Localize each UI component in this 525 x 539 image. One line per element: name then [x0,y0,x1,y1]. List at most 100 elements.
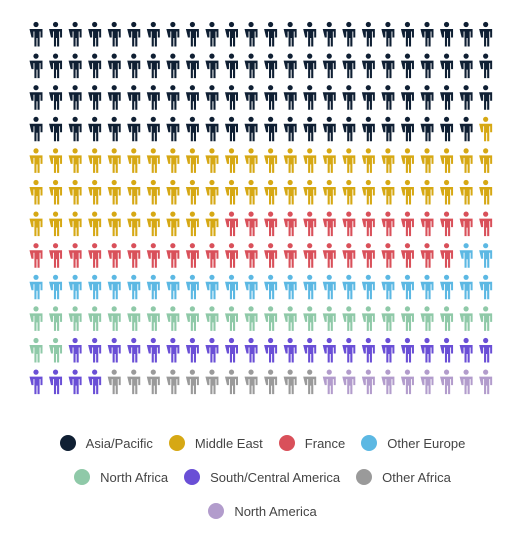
person-icon-south-central-america [166,337,180,363]
person-icon-middle-east [303,148,317,173]
person-icon-middle-east [107,179,121,205]
legend-label: North Africa [100,469,169,485]
person-icon-north-africa [244,306,258,331]
person-icon-france [322,243,336,268]
person-icon-other-europe [440,274,454,300]
person-icon-asia-pacific [459,53,473,79]
person-icon-middle-east [322,179,336,205]
person-icon-other-africa [283,369,297,395]
person-icon-north-america [400,369,414,395]
person-icon-other-europe [127,274,141,300]
person-icon-asia-pacific [146,21,160,47]
person-icon-south-central-america [459,337,473,363]
person-icon-asia-pacific [381,53,395,79]
person-icon-south-central-america [420,337,434,363]
person-icon-asia-pacific [342,85,356,110]
person-icon-middle-east [225,148,238,173]
legend-swatch [59,435,76,451]
person-icon-middle-east [225,179,238,205]
person-icon-asia-pacific [29,53,43,79]
person-icon-france [127,243,141,268]
person-icon-france [244,211,258,237]
person-icon-south-central-america [361,337,375,363]
person-icon-asia-pacific [107,21,121,47]
person-icon-france [166,243,180,268]
person-icon-middle-east [68,148,82,173]
person-icon-asia-pacific [322,116,336,142]
person-icon-asia-pacific [107,85,121,110]
person-icon-middle-east [322,148,336,173]
person-icon-north-africa [107,306,121,331]
person-icon-asia-pacific [381,85,395,110]
legend: Asia/Pacific Middle East France Other Eu… [0,426,525,528]
person-icon-asia-pacific [283,85,297,110]
person-icon-other-africa [303,369,317,395]
person-icon-asia-pacific [361,21,375,47]
person-icon-asia-pacific [440,53,454,79]
person-icon-other-europe [479,243,493,268]
person-icon-north-africa [166,306,180,331]
person-icon-south-central-america [29,369,43,395]
person-icon-france [361,243,375,268]
person-icon-north-america [322,369,336,395]
legend-swatch [74,469,91,485]
person-icon-asia-pacific [420,53,434,79]
person-icon-other-europe [420,274,434,300]
person-icon-france [303,243,317,268]
person-icon-asia-pacific [283,116,297,142]
person-icon-asia-pacific [146,85,160,110]
person-icon-south-central-america [68,369,82,395]
legend-swatch [356,469,373,485]
person-icon-asia-pacific [166,21,180,47]
person-icon-middle-east [49,148,63,173]
person-icon-asia-pacific [342,21,356,47]
person-icon-middle-east [479,179,493,205]
legend-swatch [361,435,378,451]
person-icon-asia-pacific [342,116,356,142]
person-icon-middle-east [29,211,43,237]
legend-row-2: North Africa South/Central America Other… [0,460,525,494]
person-icon-france [303,211,317,237]
person-icon-asia-pacific [283,53,297,79]
person-icon-middle-east [459,179,473,205]
person-icon-asia-pacific [322,21,336,47]
person-icon-middle-east [400,148,414,173]
person-icon-asia-pacific [303,53,317,79]
person-icon-middle-east [88,211,102,237]
person-icon-asia-pacific [440,85,454,110]
person-icon-middle-east [459,148,473,173]
person-icon-north-africa [185,306,199,331]
person-icon-asia-pacific [361,85,375,110]
person-icon-north-africa [146,306,160,331]
person-icon-north-africa [400,306,414,331]
person-icon-north-africa [342,306,356,331]
person-icon-asia-pacific [303,116,317,142]
person-icon-asia-pacific [185,116,199,142]
person-icon-north-africa [127,306,141,331]
person-icon-north-africa [381,306,395,331]
person-icon-asia-pacific [303,21,317,47]
person-icon-france [400,211,414,237]
person-icon-asia-pacific [205,53,219,79]
person-icon-middle-east [146,148,160,173]
person-icon-middle-east [49,179,63,205]
person-icon-france [185,243,199,268]
person-icon-north-africa [68,306,82,331]
person-icon-asia-pacific [88,53,102,79]
person-icon-other-europe [185,274,199,300]
person-icon-middle-east [146,211,160,237]
person-icon-asia-pacific [185,53,199,79]
person-icon-north-africa [420,306,434,331]
person-icon-other-africa [264,369,278,395]
person-icon-middle-east [185,211,199,237]
person-icon-other-europe [205,274,219,300]
person-icon-asia-pacific [244,116,258,142]
person-icon-asia-pacific [400,21,414,47]
person-icon-asia-pacific [459,116,473,142]
legend-row-3: North America [0,494,525,528]
person-icon-south-central-america [342,337,356,363]
legend-item-other-europe: Other Europe [361,435,465,451]
person-icon-other-europe [361,274,375,300]
legend-item-north-africa: North Africa [74,469,168,485]
person-icon-other-europe [459,274,473,300]
